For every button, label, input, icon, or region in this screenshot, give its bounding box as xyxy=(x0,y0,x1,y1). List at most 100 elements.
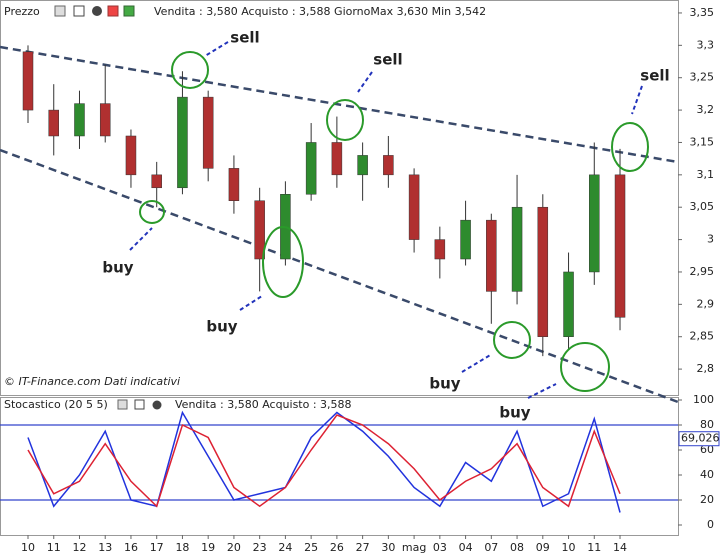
x-tick-label: 30 xyxy=(381,541,395,554)
candle-body xyxy=(22,51,34,111)
annotation: buy xyxy=(206,318,237,336)
annotation: buy xyxy=(499,404,530,422)
arrow xyxy=(239,295,263,311)
candle-body xyxy=(434,239,446,260)
x-tick-label: mag xyxy=(402,541,426,554)
toolbar-icons xyxy=(54,5,135,17)
candle-body xyxy=(331,142,343,176)
y-tick-label: 3 xyxy=(707,233,714,246)
x-tick-label: 11 xyxy=(47,541,61,554)
candle-body xyxy=(589,174,600,273)
x-tick-label: 16 xyxy=(124,541,138,554)
arrow xyxy=(204,41,229,57)
candle-body xyxy=(99,103,111,137)
annotation: sell xyxy=(373,51,402,69)
stoch-info: Vendita : 3,580 Acquisto : 3,588 xyxy=(175,398,352,411)
x-tick-label: 26 xyxy=(330,541,344,554)
y-tick-label: 3,05 xyxy=(690,200,715,213)
price-panel xyxy=(0,0,679,396)
annotation: buy xyxy=(429,375,460,393)
x-tick-label: 17 xyxy=(150,541,164,554)
y-tick-label: 80 xyxy=(700,418,714,431)
y-tick-label: 3,1 xyxy=(697,168,715,181)
y-tick-label: 2,8 xyxy=(697,362,715,375)
candle-body xyxy=(563,271,574,337)
price-title: Prezzo xyxy=(4,5,40,18)
arrow xyxy=(461,353,493,373)
highlight-circle xyxy=(560,342,610,392)
arrow xyxy=(129,227,153,251)
x-tick-label: 24 xyxy=(278,541,292,554)
trend-line-lower xyxy=(0,148,679,404)
x-tick-label: 10 xyxy=(21,541,35,554)
y-tick-label: 3,25 xyxy=(690,71,715,84)
stoch-line xyxy=(27,410,621,513)
stoch-line xyxy=(27,414,621,508)
candle-body xyxy=(357,155,368,176)
candle-body xyxy=(177,96,188,189)
candle-body xyxy=(305,142,317,195)
highlight-circle xyxy=(326,99,364,141)
stoch-panel xyxy=(0,397,679,536)
annotation: sell xyxy=(640,67,669,85)
candle-body xyxy=(125,135,137,176)
x-tick-label: 03 xyxy=(433,541,447,554)
y-tick-label: 2,95 xyxy=(690,265,715,278)
candle-body xyxy=(486,219,497,292)
x-tick-label: 18 xyxy=(175,541,189,554)
y-tick-label: 100 xyxy=(693,393,714,406)
x-tick-label: 08 xyxy=(510,541,524,554)
y-tick-label: 40 xyxy=(700,468,714,481)
x-tick-label: 19 xyxy=(201,541,215,554)
candle-body xyxy=(408,174,420,240)
y-tick-label: 2,9 xyxy=(697,297,715,310)
y-tick-label: 3,2 xyxy=(697,103,715,116)
x-tick-label: 12 xyxy=(72,541,86,554)
candle-body xyxy=(511,206,523,292)
x-tick-label: 25 xyxy=(304,541,318,554)
highlight-circle xyxy=(139,200,165,224)
highlight-circle xyxy=(611,122,649,172)
candle-body xyxy=(228,168,240,201)
highlight-circle xyxy=(171,51,209,89)
x-tick-label: 10 xyxy=(562,541,576,554)
highlight-circle xyxy=(262,226,304,298)
last-value-label: 69,026 xyxy=(681,432,720,445)
y-tick-label: 3,3 xyxy=(697,38,715,51)
arrow xyxy=(631,85,643,115)
candle-body xyxy=(254,200,265,260)
candle-body xyxy=(537,206,549,337)
trend-line-upper xyxy=(0,45,679,164)
annotation: sell xyxy=(230,29,259,47)
candle-body xyxy=(151,174,162,189)
candle-body xyxy=(74,103,85,137)
y-tick-label: 3,35 xyxy=(690,6,715,19)
y-tick-label: 20 xyxy=(700,493,714,506)
y-tick-label: 60 xyxy=(700,443,714,456)
x-tick-label: 07 xyxy=(484,541,498,554)
x-tick-label: 04 xyxy=(459,541,473,554)
x-tick-label: 14 xyxy=(613,541,627,554)
x-tick-label: 09 xyxy=(536,541,550,554)
y-tick-label: 0 xyxy=(707,518,714,531)
stoch-title: Stocastico (20 5 5) xyxy=(4,398,108,411)
x-tick-label: 13 xyxy=(98,541,112,554)
watermark: © IT-Finance.com Dati indicativi xyxy=(4,375,180,388)
x-tick-label: 23 xyxy=(253,541,267,554)
x-tick-label: 11 xyxy=(587,541,601,554)
candle-body xyxy=(383,155,394,176)
candle-body xyxy=(48,109,59,137)
y-tick-label: 3,15 xyxy=(690,135,715,148)
price-info: Vendita : 3,580 Acquisto : 3,588 GiornoM… xyxy=(154,5,486,18)
candle-body xyxy=(460,219,471,260)
candle-body xyxy=(614,174,626,318)
highlight-circle xyxy=(493,321,531,359)
y-tick-label: 2,85 xyxy=(690,330,715,343)
arrow xyxy=(527,383,557,399)
x-tick-label: 20 xyxy=(227,541,241,554)
last-value-box xyxy=(678,431,720,447)
candle-body xyxy=(202,96,214,169)
toolbar-icons xyxy=(117,399,162,410)
